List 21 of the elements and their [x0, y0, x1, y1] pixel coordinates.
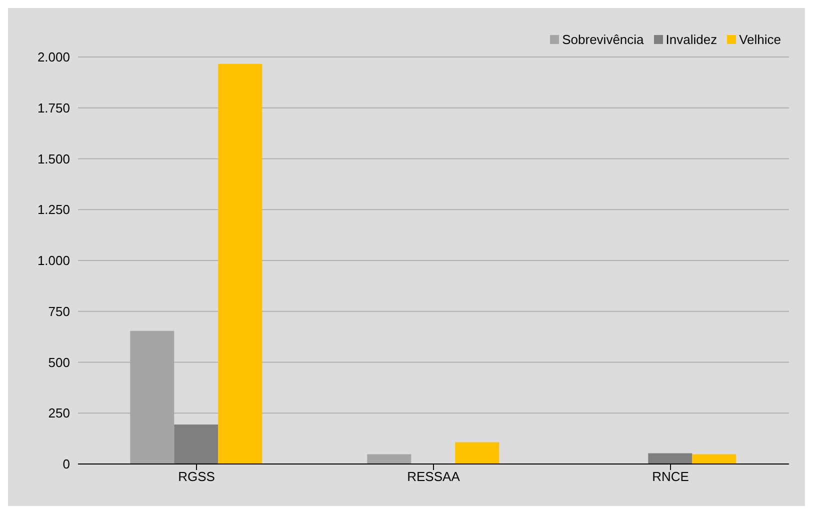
y-tick-label: 500 — [48, 354, 70, 370]
bar — [174, 424, 218, 464]
y-tick-label: 1.750 — [37, 100, 70, 116]
x-tick-label: RGSS — [178, 469, 216, 484]
y-tick-label: 0 — [62, 456, 70, 472]
bar — [367, 454, 412, 464]
bar — [648, 453, 692, 464]
y-tick-label: 1.250 — [37, 202, 70, 218]
legend-label: Velhice — [739, 32, 781, 47]
y-tick-label: 1.500 — [37, 151, 70, 166]
x-tick-label: RNCE — [652, 469, 690, 484]
legend-label: Invalidez — [666, 32, 718, 47]
bar — [218, 64, 262, 464]
y-tick-label: 1.000 — [37, 253, 70, 268]
y-tick-label: 2.000 — [37, 50, 70, 65]
bar — [692, 454, 736, 464]
x-tick-label: RESSAA — [407, 469, 460, 484]
bar — [455, 442, 500, 464]
legend-label: Sobrevivência — [562, 32, 644, 47]
y-tick-label: 750 — [48, 304, 70, 319]
y-tick-label: 250 — [48, 406, 70, 421]
